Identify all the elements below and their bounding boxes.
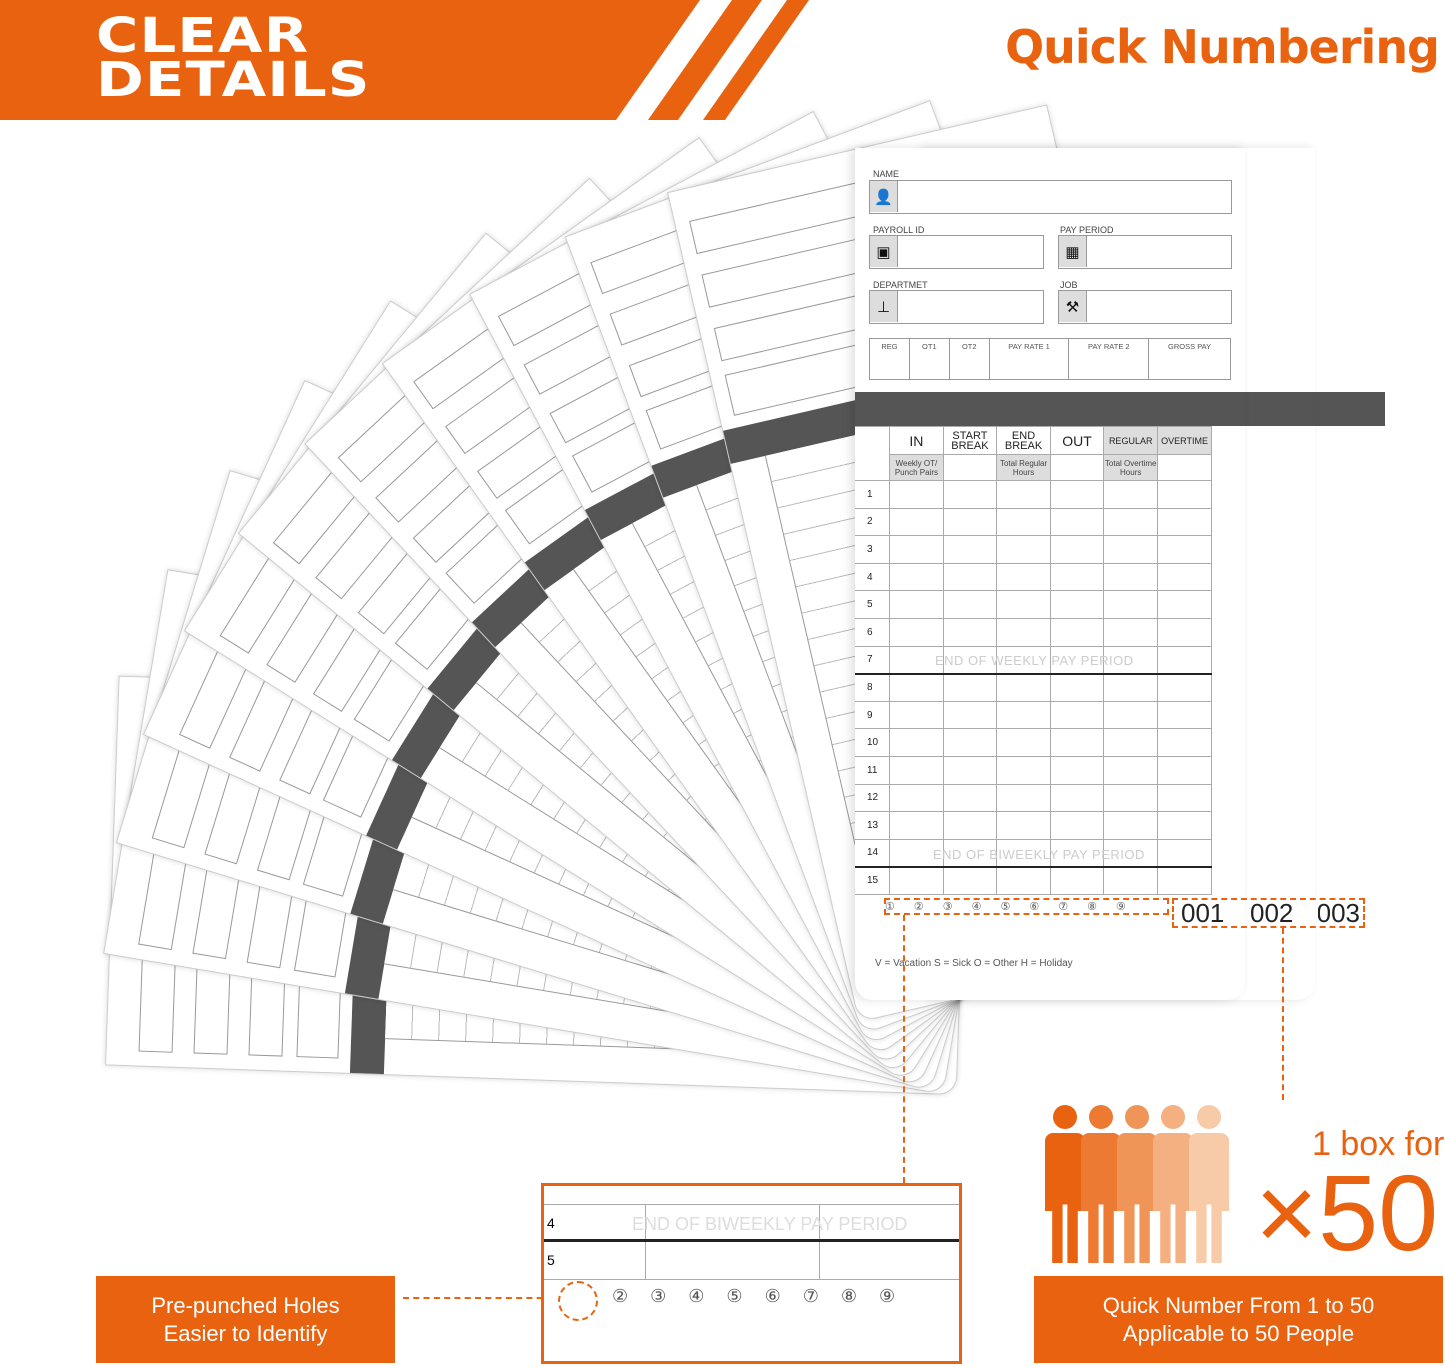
hole-number: ⑨: [878, 1286, 896, 1306]
time-column-header: END BREAK: [996, 426, 1051, 455]
multiplier-text: ×50: [1255, 1152, 1439, 1273]
table-row: 5: [855, 590, 1212, 619]
department-field[interactable]: ⊥: [869, 290, 1044, 324]
table-row: 6: [855, 617, 1212, 647]
time-column-header: REGULAR: [1103, 426, 1159, 455]
table-row: 10: [855, 728, 1212, 757]
hole-number: ④: [688, 1286, 705, 1306]
table-row: 1: [855, 480, 1212, 509]
table-row: 13: [855, 811, 1212, 840]
hole-number: ⑧: [1087, 901, 1097, 913]
hole-number: ⑧: [840, 1286, 857, 1306]
time-column-header: IN: [889, 426, 944, 455]
hole-number: ⑤: [1000, 901, 1011, 913]
hole-number: ③: [942, 901, 953, 913]
pay-column-header: PAY RATE 1: [988, 338, 1070, 380]
hole-number: ⑨: [1116, 901, 1126, 913]
table-row: 14: [855, 838, 1212, 868]
pay-column-header: OT1: [908, 338, 950, 380]
punched-hole: [558, 1281, 598, 1321]
pay-period-field[interactable]: ▦: [1058, 235, 1232, 269]
sub-header: Weekly OT/ Punch Pairs: [889, 454, 944, 481]
pay-column-header: GROSS PAY: [1148, 338, 1231, 380]
header-banner: [0, 0, 700, 120]
hole-numbers: ① ② ③ ④ ⑤ ⑥ ⑦ ⑧ ⑨: [885, 900, 1126, 913]
card-number: 001: [1181, 898, 1225, 928]
table-row: 15: [855, 866, 1212, 895]
connector-line: [1282, 928, 1284, 1100]
numbers-highlight: [1172, 898, 1365, 928]
payroll-id-field[interactable]: ▣: [869, 235, 1044, 269]
table-row: 11: [855, 755, 1212, 785]
sub-header: [942, 454, 998, 481]
box-for-text: 1 box for: [1312, 1125, 1445, 1163]
person-icon: 👤: [870, 181, 898, 212]
sub-header: [1157, 454, 1212, 481]
id-badge-icon: ▣: [870, 236, 898, 267]
pay-summary-table: REG OT1 OT2 PAY RATE 1 PAY RATE 2 GROSS PAY: [869, 338, 1231, 380]
card-number: 002: [1250, 898, 1294, 928]
table-row: 2: [855, 507, 1212, 537]
table-row: 4: [855, 562, 1212, 592]
pay-column-header: OT2: [948, 338, 990, 380]
code-legend: V = Vacation S = Sick O = Other H = Holi…: [875, 958, 1073, 969]
card-number: 003: [1318, 898, 1360, 928]
hole-number: ③: [650, 1286, 667, 1306]
quick-numbering-title: Quick Numbering: [1005, 20, 1440, 74]
org-chart-icon: ⊥: [870, 291, 898, 322]
calendar-icon: ▦: [1059, 236, 1087, 267]
end-biweekly-label: END OF BIWEEKLY PAY PERIOD: [933, 847, 1145, 862]
table-row: 3: [855, 535, 1212, 564]
banner-title: CLEAR DETAILS: [96, 8, 371, 108]
name-field[interactable]: 👤: [869, 180, 1232, 214]
person-figure: [1153, 1105, 1193, 1263]
holes-callout: Pre-punched Holes Easier to Identify: [96, 1276, 395, 1363]
time-column-header: START BREAK: [942, 426, 998, 455]
connector-line: [403, 1297, 553, 1299]
table-row: 9: [855, 700, 1212, 730]
time-table: IN START BREAK END BREAK OUT REGULAR OVERTIME We…: [855, 426, 1212, 895]
time-card-front: NAME 👤 PAYROLL ID ▣ PAY PERIOD ▦ DEPARTM…: [855, 148, 1245, 1000]
hole-number: ⑥: [764, 1286, 781, 1306]
hole-number: ⑤: [726, 1286, 743, 1306]
table-row: 8: [855, 673, 1212, 702]
connector-line: [903, 915, 905, 1183]
person-figure: [1045, 1105, 1085, 1263]
tools-icon: ⚒: [1059, 291, 1087, 322]
person-figure: [1117, 1105, 1157, 1263]
end-weekly-label: END OF WEEKLY PAY PERIOD: [935, 653, 1134, 668]
table-row: 12: [855, 783, 1212, 813]
sub-header: Total Regular Hours: [996, 454, 1051, 481]
numbering-callout: Quick Number From 1 to 50 Applicable to 5…: [1034, 1276, 1443, 1363]
job-field[interactable]: ⚒: [1058, 290, 1232, 324]
holes-highlight: [884, 898, 1169, 915]
dark-band: [855, 392, 1245, 426]
person-figure: [1081, 1105, 1121, 1263]
person-figure: [1189, 1105, 1229, 1263]
sub-header: Total Overtime Hours: [1103, 454, 1159, 481]
hole-number: ⑥: [1029, 901, 1040, 913]
hole-number: ①: [885, 901, 895, 913]
sub-header: [1049, 454, 1105, 481]
pay-column-header: PAY RATE 2: [1068, 338, 1150, 380]
hole-number: ⑦: [1058, 901, 1069, 913]
time-column-header: OUT: [1049, 426, 1105, 455]
hole-number: ②: [612, 1286, 629, 1306]
hole-number: ④: [971, 901, 982, 913]
time-column-header: OVERTIME: [1157, 426, 1212, 455]
pay-column-header: REG: [869, 338, 910, 380]
hole-number: ⑦: [802, 1286, 819, 1306]
hole-number: ②: [913, 901, 924, 913]
